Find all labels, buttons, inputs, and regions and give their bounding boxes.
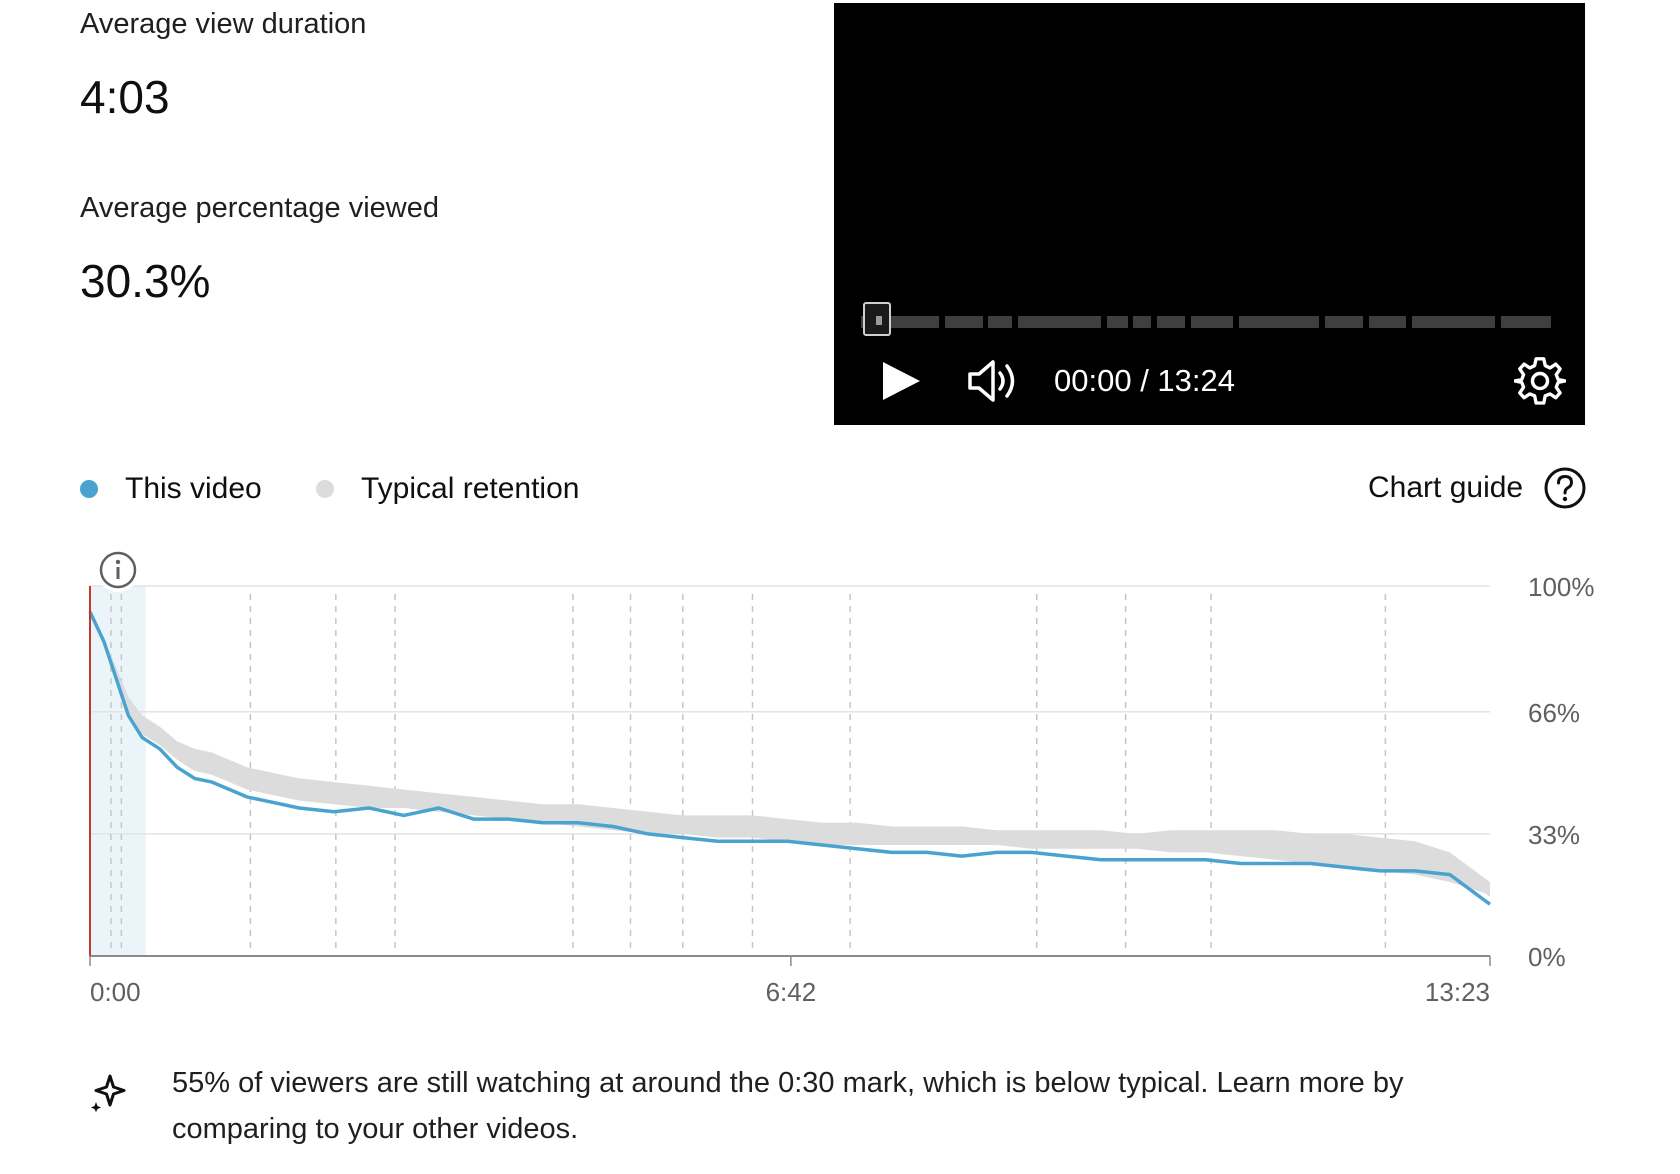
insight-text: 55% of viewers are still watching at aro…	[172, 1067, 1404, 1145]
settings-button[interactable]	[1513, 355, 1567, 407]
play-icon	[883, 362, 920, 400]
avg-view-duration-label: Average view duration	[80, 8, 367, 40]
avg-view-duration-value: 4:03	[80, 71, 170, 123]
volume-button[interactable]	[966, 357, 1022, 405]
legend-label-typical: Typical retention	[361, 472, 580, 505]
gear-icon	[1513, 357, 1567, 405]
help-icon	[1544, 467, 1586, 509]
x-tick-label: 13:23	[1425, 977, 1490, 1007]
volume-icon	[968, 360, 1015, 402]
y-tick-label: 66%	[1528, 698, 1580, 728]
y-tick-label: 33%	[1528, 820, 1580, 850]
x-tick-label: 6:42	[766, 977, 817, 1007]
legend-dot-this-video	[80, 480, 98, 498]
video-player[interactable]: 00:00 / 13:24	[834, 3, 1585, 425]
legend-this-video: This video	[80, 472, 262, 506]
start-highlight	[90, 586, 146, 956]
info-icon	[99, 551, 137, 589]
scrubber-handle[interactable]	[863, 302, 891, 336]
y-tick-label: 0%	[1528, 942, 1566, 972]
avg-percentage-value: 30.3%	[80, 255, 211, 307]
this-video-line	[88, 611, 1492, 906]
typical-retention-band	[90, 611, 1490, 897]
retention-chart[interactable]: 100% 66% 33% 0% 0:00 6:42 13:23	[0, 540, 1680, 1020]
info-marker[interactable]	[96, 548, 140, 592]
chart-guide-button[interactable]: Chart guide	[1368, 466, 1587, 510]
avg-percentage-label: Average percentage viewed	[80, 192, 439, 224]
x-tick-label: 0:00	[90, 977, 141, 1007]
legend-label-this-video: This video	[125, 472, 262, 505]
time-display: 00:00 / 13:24	[1054, 363, 1235, 398]
play-button[interactable]	[878, 358, 924, 404]
legend-typical: Typical retention	[316, 472, 579, 506]
sparkle-icon	[91, 1074, 126, 1112]
legend-dot-typical	[316, 480, 334, 498]
player-timeline[interactable]	[861, 316, 1551, 328]
y-tick-label: 100%	[1528, 572, 1595, 602]
chart-guide-label: Chart guide	[1368, 471, 1524, 504]
